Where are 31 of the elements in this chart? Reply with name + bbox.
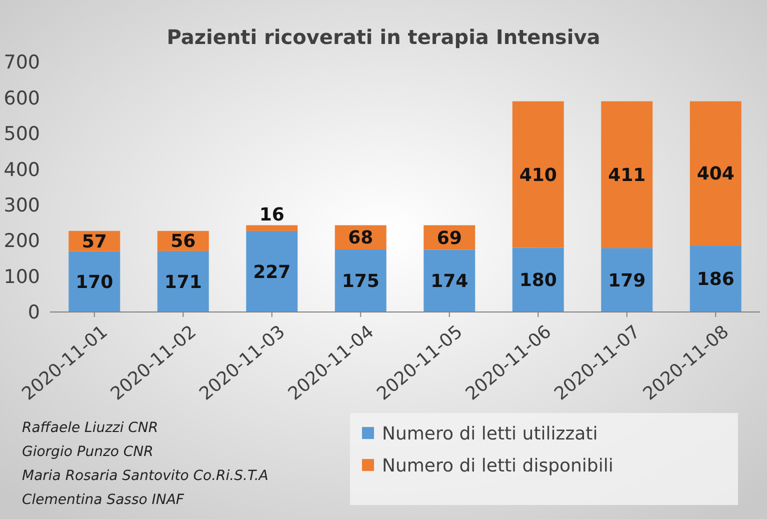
y-tick-label: 700: [4, 52, 40, 74]
data-label: 16: [259, 204, 284, 226]
data-label: 171: [164, 272, 202, 293]
data-label: 68: [348, 228, 374, 249]
data-label: 410: [519, 164, 557, 186]
text: Giorgio Punzo CNR: [22, 444, 154, 460]
data-label: 69: [436, 228, 462, 249]
data-label: 411: [608, 164, 646, 186]
y-tick-label: 100: [4, 266, 40, 288]
legend-label: Numero di letti disponibili: [382, 455, 614, 476]
data-label: 404: [696, 164, 734, 185]
text: Maria Rosaria Santovito Co.Ri.S.T.A: [22, 468, 268, 484]
text: Raffaele Liuzzi CNR: [22, 420, 158, 436]
chart-title: Pazienti ricoverati in terapia Intensiva: [166, 25, 600, 49]
data-label: 186: [696, 269, 734, 290]
y-tick-label: 400: [4, 158, 40, 181]
y-tick-label: 600: [4, 87, 40, 110]
y-tick-label: 0: [28, 302, 40, 324]
y-tick-label: 300: [4, 194, 40, 217]
data-label: 175: [342, 271, 380, 292]
data-label: 57: [82, 231, 107, 252]
legend-label: Numero di letti utilizzati: [382, 423, 598, 444]
text: Clementina Sasso INAF: [22, 492, 185, 508]
data-label: 227: [253, 262, 291, 283]
y-tick-label: 200: [4, 230, 40, 252]
data-label: 56: [170, 231, 196, 252]
y-tick-label: 500: [4, 123, 40, 146]
data-label: 174: [430, 271, 468, 292]
data-label: 170: [76, 272, 114, 293]
data-label: 180: [519, 270, 557, 292]
data-label: 179: [608, 270, 646, 292]
